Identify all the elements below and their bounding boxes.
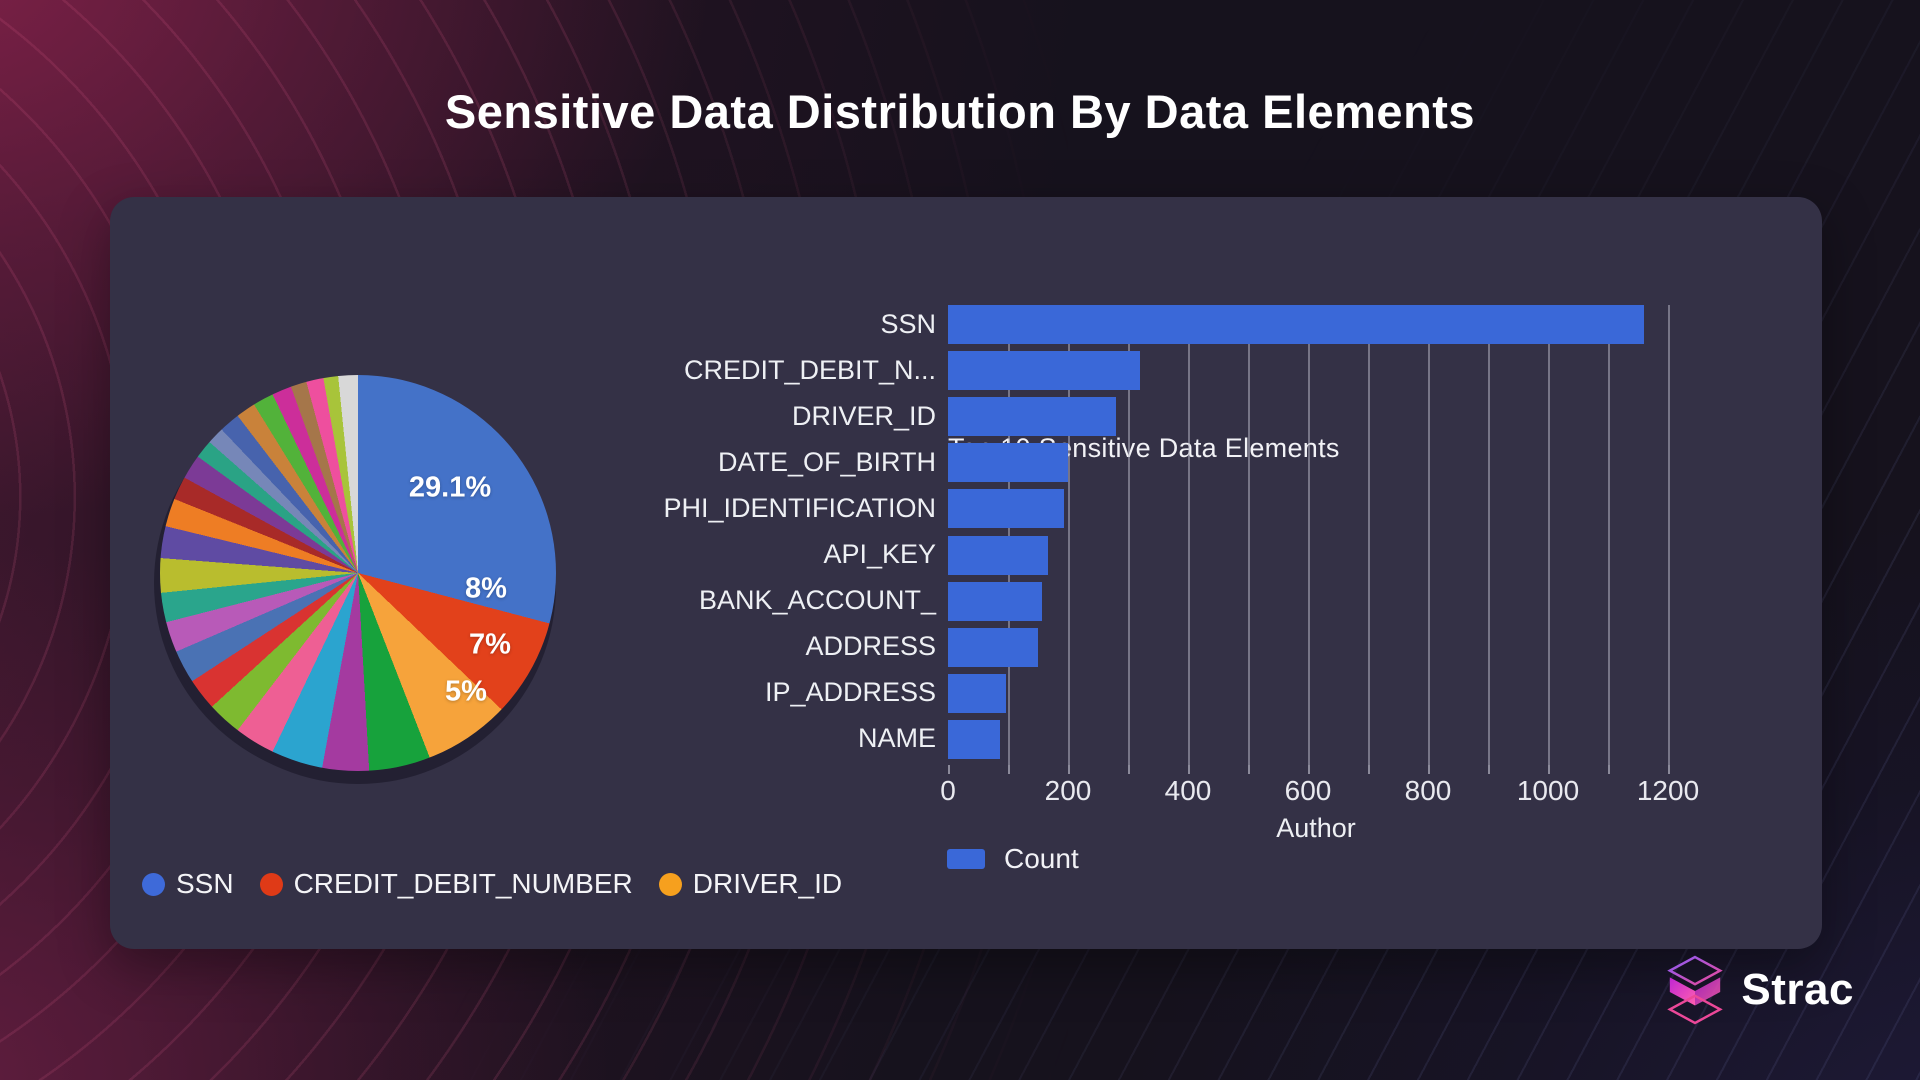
axis-tick	[1248, 765, 1250, 774]
gridline	[1488, 305, 1490, 765]
x-tick-label: 1000	[1516, 775, 1580, 806]
bar-date-of-birth[interactable]	[948, 443, 1068, 483]
charts-card: 29.1% 8% 7% 5% SSN CREDIT_DEBIT_NUMBER DRIVER…	[110, 197, 1822, 949]
axis-tick	[1668, 765, 1670, 774]
gridline	[1128, 305, 1130, 765]
pie-chart[interactable]: 29.1% 8% 7% 5%	[160, 375, 556, 771]
pie-legend-label: SSN	[176, 868, 234, 899]
x-tick-label: 1200	[1636, 775, 1700, 806]
y-axis-label: ADDRESS	[805, 631, 936, 662]
axis-tick	[1068, 765, 1070, 774]
gridline	[1248, 305, 1250, 765]
y-axis-label: CREDIT_DEBIT_N...	[683, 354, 936, 385]
y-axis-label: DRIVER_ID	[791, 400, 936, 431]
axis-tick	[1428, 765, 1430, 774]
strac-logo-icon	[1664, 955, 1726, 1025]
x-tick-label: 400	[1164, 775, 1212, 806]
strac-logo[interactable]: Strac	[1664, 952, 1854, 1028]
y-axis-label: API_KEY	[823, 539, 936, 569]
bar-phi-identification[interactable]	[948, 489, 1064, 529]
pie-slice-percent-label: 5%	[445, 675, 487, 708]
pie-legend-item[interactable]: CREDIT_DEBIT_NUMBER	[259, 868, 633, 900]
bar-address[interactable]	[948, 627, 1038, 667]
gridline	[1308, 305, 1310, 765]
pie-slice-percent-label: 8%	[465, 572, 507, 605]
axis-tick	[1308, 765, 1310, 774]
gridline	[1428, 305, 1430, 765]
gridline	[1008, 305, 1010, 765]
pie-legend-dot	[658, 872, 682, 896]
x-tick-label: 200	[1044, 775, 1092, 806]
axis-tick	[1128, 765, 1130, 774]
axis-tick	[1188, 765, 1190, 774]
pie-legend-label: DRIVER_ID	[692, 868, 843, 899]
pie-circle[interactable]	[160, 375, 556, 771]
axis-tick	[1488, 765, 1490, 774]
count-legend-swatch	[947, 849, 985, 869]
pie-slice-percent-label: 29.1%	[408, 471, 492, 504]
bar-api-key[interactable]	[948, 535, 1049, 575]
pie-legend-item[interactable]: DRIVER_ID	[658, 868, 843, 900]
pie-legend-dot	[259, 872, 283, 896]
pie-legend-dot	[142, 872, 165, 896]
axis-tick	[1608, 765, 1610, 774]
bar-name[interactable]	[948, 719, 1001, 759]
bar-credit-debit-n-[interactable]	[948, 351, 1140, 391]
gridline	[1368, 305, 1370, 765]
bar-chart-legend[interactable]: Count	[947, 841, 1079, 877]
bar-chart-plot	[948, 305, 1692, 774]
axis-tick	[1008, 765, 1010, 774]
bar-driver-id[interactable]	[948, 397, 1116, 437]
axis-tick	[1548, 765, 1550, 774]
page-title: Sensitive Data Distribution By Data Elem…	[444, 85, 1476, 138]
y-axis-label: DATE_OF_BIRTH	[717, 446, 936, 477]
bar-ssn[interactable]	[948, 305, 1644, 344]
gridline	[1548, 305, 1550, 765]
y-axis-label: BANK_ACCOUNT_	[698, 585, 936, 616]
pie-legend-label: CREDIT_DEBIT_NUMBER	[293, 868, 633, 899]
y-axis-label: PHI_IDENTIFICATION	[663, 492, 936, 523]
strac-logo-text: Strac	[1741, 965, 1854, 1014]
x-tick-label: 0	[940, 775, 956, 806]
x-tick-label: 600	[1284, 775, 1332, 806]
x-tick-label: 800	[1404, 775, 1452, 806]
axis-tick	[1368, 765, 1370, 774]
y-axis-label: NAME	[857, 723, 936, 754]
bar-bank-account-[interactable]	[948, 581, 1042, 621]
bar-ip-address[interactable]	[948, 673, 1007, 713]
gridline	[1608, 305, 1610, 765]
gridline	[1068, 305, 1070, 765]
y-axis-label: IP_ADDRESS	[764, 677, 936, 708]
y-axis-label: SSN	[880, 308, 936, 339]
pie-legend-item[interactable]: SSN	[142, 868, 234, 900]
count-legend-label: Count	[1004, 843, 1079, 874]
gridline	[1668, 305, 1670, 765]
axis-tick	[948, 765, 950, 774]
gridline	[1188, 305, 1190, 765]
pie-legend: SSN CREDIT_DEBIT_NUMBER DRIVER_ID	[142, 865, 842, 903]
pie-slice-percent-label: 7%	[469, 628, 511, 661]
x-axis-title: Author	[1276, 813, 1356, 843]
